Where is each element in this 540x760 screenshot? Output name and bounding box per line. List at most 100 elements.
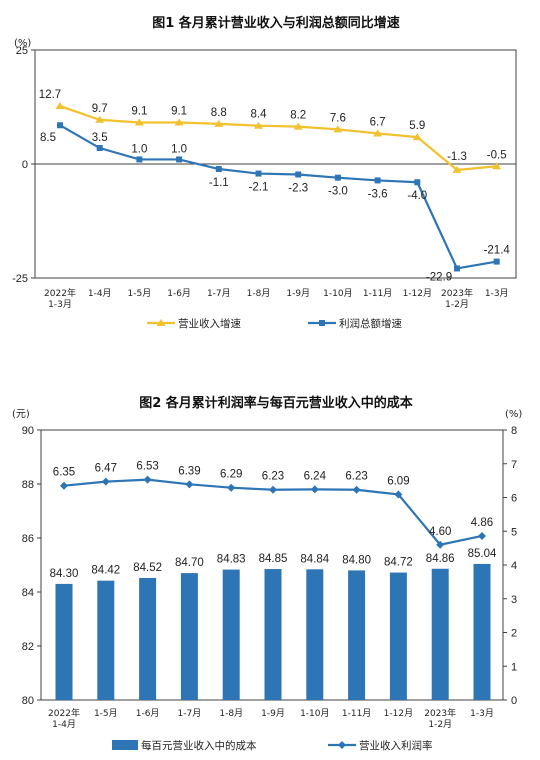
chart-1-profit-point (454, 265, 460, 272)
chart-1-profit-point (374, 177, 381, 184)
chart-2-margin-label: 6.35 (53, 467, 75, 479)
chart-2-margin-point (60, 481, 68, 490)
chart-1-revenue-point (293, 122, 303, 130)
chart-2-cost-bar (180, 573, 198, 700)
chart-1-data-label: -1.1 (209, 177, 229, 189)
chart-1-legend-marker-revenue (156, 319, 166, 326)
chart-1-data-label: 9.7 (92, 103, 108, 115)
chart-2-cost-bar (264, 569, 282, 700)
chart-2-margin-point (310, 485, 319, 494)
chart-1-profit-point (176, 156, 183, 163)
chart-2-x-tick-label: 2022年 1-4月 (48, 707, 80, 730)
chart-1-x-tick-label: 1-8月 (247, 288, 271, 299)
chart-1-profit-point (414, 179, 421, 186)
chart-2-margin-point (478, 531, 486, 540)
chart-1-profit-point (215, 166, 222, 173)
chart-1-revenue-point (214, 119, 224, 127)
chart-1-profit-point (334, 174, 341, 181)
chart-2-y-left-tick-label: 80 (22, 695, 34, 707)
chart-1-x-tick-label: 1-11月 (363, 288, 392, 299)
chart-2-margin-point (185, 480, 194, 489)
chart-1-series-line-profit (59, 124, 497, 270)
chart-1-data-label: 5.9 (409, 120, 425, 132)
chart-2-margin-point (352, 485, 361, 494)
chart-2-margin-point (436, 540, 445, 549)
chart-2-legend-marker-margin (338, 741, 346, 749)
chart-2-bar-label: 84.85 (259, 553, 288, 565)
chart-1-data-label: 8.4 (251, 109, 268, 121)
chart-1-growth-rates: 图1 各月累计营业收入与利润总额同比增速 (%) 25 0 -25 2022年 1-3月… (12, 15, 517, 330)
chart-2-y-right-tick-label: 7 (511, 459, 517, 471)
chart-2-x-tick-label: 1-6月 (136, 708, 160, 719)
chart-2-margin-point (269, 485, 277, 494)
chart-2-margin-label: 6.23 (345, 471, 367, 483)
chart-2-margin-label: 6.29 (220, 469, 242, 481)
chart-1-data-label: -22.9 (426, 271, 452, 283)
chart-1-data-label: 8.5 (40, 132, 56, 144)
chart-1-profit-point (255, 170, 262, 177)
chart-2-profit-cost: 图2 各月累计利润率与每百元营业收入中的成本 (元) (%) 908886848… (12, 395, 522, 752)
chart-2-cost-bar (348, 570, 366, 700)
chart-1-x-tick-label: 1-6月 (167, 288, 191, 299)
chart-1-data-label: 1.0 (131, 143, 147, 155)
chart-1-data-label: -3.6 (368, 188, 388, 200)
chart-1-x-tick-label: 2022年 1-3月 (44, 287, 76, 310)
chart-2-cost-bar (473, 563, 491, 700)
chart-1-data-label: 8.8 (211, 107, 227, 119)
chart-1-data-label: -2.3 (288, 182, 308, 194)
chart-1-profit-point (57, 122, 63, 129)
chart-2-margin-point (394, 490, 403, 499)
chart-2-margin-label: 4.60 (429, 526, 451, 538)
chart-1-data-label: 3.5 (92, 132, 108, 144)
chart-2-cost-bar (55, 583, 73, 700)
chart-1-y-tick-label: 0 (22, 159, 28, 171)
chart-1-y-unit: (%) (14, 38, 31, 49)
chart-2-bar-label: 84.80 (342, 554, 371, 566)
chart-2-bar-label: 84.86 (426, 553, 455, 565)
chart-1-revenue-point (373, 129, 383, 137)
chart-1-x-tick-label: 1-4月 (88, 288, 112, 299)
chart-2-y-left-tick-label: 82 (22, 641, 34, 653)
chart-2-y-right-tick-label: 2 (511, 628, 517, 640)
chart-1-profit-point (295, 171, 302, 178)
chart-2-title: 图2 各月累计利润率与每百元营业收入中的成本 (139, 395, 413, 411)
chart-2-x-tick-label: 1-11月 (342, 708, 371, 719)
chart-1-profit-point (493, 258, 500, 265)
chart-1-legend-marker-profit (319, 320, 325, 326)
chart-1-x-tick-label: 1-9月 (286, 288, 310, 299)
chart-2-margin-point (143, 475, 152, 484)
chart-2-x-tick-label: 1-5月 (94, 708, 118, 719)
chart-2-margin-label: 6.39 (178, 465, 200, 477)
chart-1-data-label: -2.1 (249, 182, 269, 194)
chart-2-y-left-tick-label: 84 (22, 587, 34, 599)
chart-1-revenue-point (452, 165, 462, 173)
chart-2-y-right-tick-label: 3 (511, 594, 517, 606)
chart-2-cost-bar (431, 568, 449, 700)
chart-1-x-tick-label: 1-7月 (207, 288, 231, 299)
chart-2-margin-label: 6.24 (304, 470, 327, 482)
chart-2-margin-label: 4.86 (471, 517, 493, 529)
chart-2-y-left-tick-label: 90 (22, 425, 34, 437)
chart-2-bar-label: 84.72 (384, 557, 413, 569)
chart-2-bar-label: 84.42 (91, 565, 120, 577)
chart-1-data-label: -0.5 (487, 149, 507, 161)
chart-2-margin-point (101, 477, 110, 486)
chart-2-x-tick-label: 1-12月 (384, 708, 413, 719)
chart-1-revenue-point (492, 162, 502, 170)
chart-1-data-label: 12.7 (39, 89, 61, 101)
chart-2-cost-bar (306, 569, 324, 700)
chart-2-y-right-tick-label: 1 (511, 661, 517, 673)
chart-1-revenue-point (333, 125, 343, 133)
chart-1-data-label: 9.1 (131, 106, 147, 118)
chart-2-x-tick-label: 1-8月 (219, 708, 243, 719)
chart-2-margin-label: 6.47 (95, 463, 117, 475)
chart-2-bar-label: 84.83 (217, 554, 246, 566)
chart-2-y-left-tick-label: 88 (22, 479, 34, 491)
chart-1-legend-label-revenue: 营业收入增速 (178, 317, 241, 330)
chart-1-data-label: 8.2 (290, 110, 306, 122)
chart-1-profit-point (96, 145, 103, 152)
chart-2-margin-point (227, 483, 236, 492)
chart-1-data-label: -21.4 (484, 245, 511, 257)
chart-2-y-unit-right: (%) (505, 409, 522, 420)
chart-1-data-label: -3.0 (328, 186, 348, 198)
